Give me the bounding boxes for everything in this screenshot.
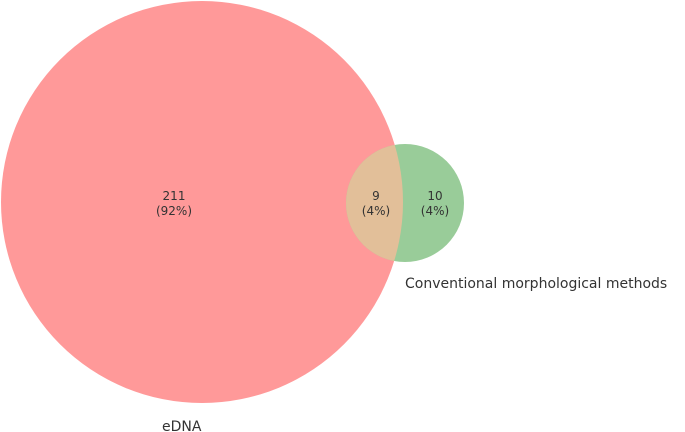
overlap-region <box>346 144 403 262</box>
conventional-set-label: Conventional morphological methods <box>405 276 667 292</box>
edna-only-percent: (92%) <box>156 204 192 218</box>
overlap-count: 9 <box>372 189 380 203</box>
conventional-only-count: 10 <box>427 189 442 203</box>
overlap-percent: (4%) <box>362 204 390 218</box>
conventional-only-percent: (4%) <box>421 204 449 218</box>
edna-set-label: eDNA <box>162 419 202 432</box>
edna-only-count: 211 <box>163 189 186 203</box>
edna-circle <box>1 1 403 403</box>
